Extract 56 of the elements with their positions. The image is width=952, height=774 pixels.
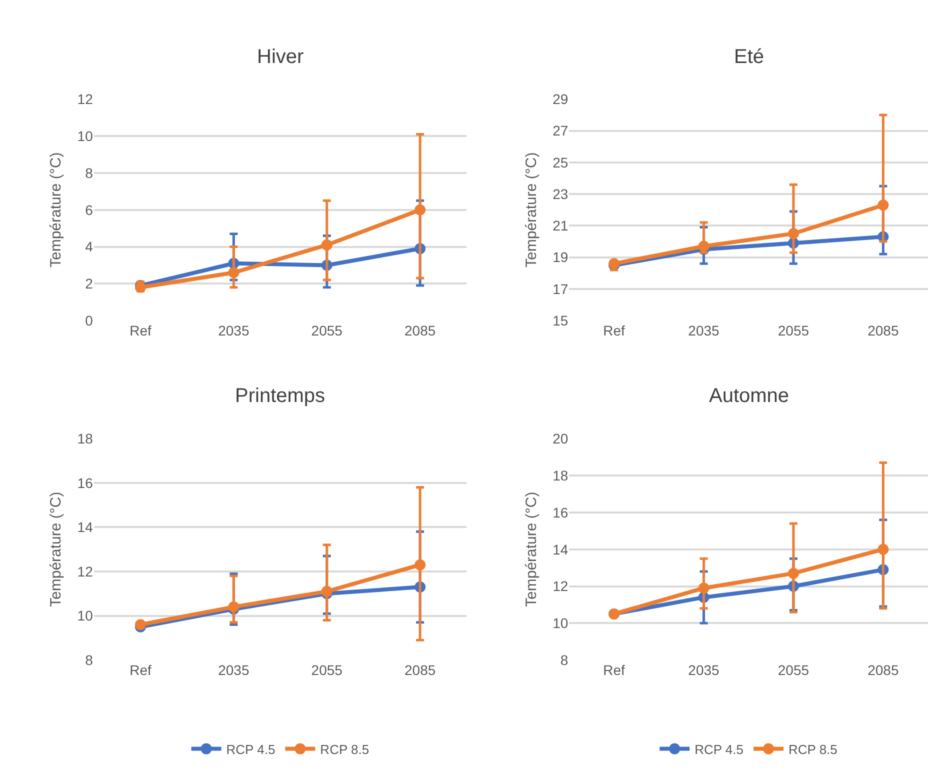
y-axis-title: Température (°C) xyxy=(522,492,540,607)
x-tick-label: 2035 xyxy=(218,662,250,678)
y-tick-label: 29 xyxy=(552,91,568,108)
x-tick-label: 2055 xyxy=(778,322,810,339)
legend-label: RCP 8.5 xyxy=(320,742,370,757)
x-tick-label: Ref xyxy=(130,322,152,339)
x-tick-label: 2035 xyxy=(688,322,720,339)
y-tick-label: 0 xyxy=(85,312,94,328)
y-tick-label: 16 xyxy=(552,504,568,520)
x-tick-label: 2085 xyxy=(404,322,436,339)
y-tick-label: 20 xyxy=(552,430,568,447)
x-tick-label: 2055 xyxy=(778,662,810,678)
y-tick-label: 14 xyxy=(552,541,568,558)
y-tick-label: 17 xyxy=(552,280,568,297)
x-tick-label: 2085 xyxy=(404,662,436,678)
x-tick-label: Ref xyxy=(603,322,626,339)
y-tick-label: 25 xyxy=(552,154,568,170)
y-tick-label: 18 xyxy=(77,430,94,447)
x-tick-label: 2035 xyxy=(218,322,250,339)
x-tick-label: Ref xyxy=(130,662,152,678)
chart-title: Hiver xyxy=(257,46,304,68)
y-tick-label: 10 xyxy=(552,615,568,632)
chart-title: Printemps xyxy=(235,385,326,407)
y-tick-label: 21 xyxy=(552,218,568,234)
y-tick-label: 12 xyxy=(77,563,94,580)
x-tick-label: Ref xyxy=(603,662,626,678)
y-tick-label: 18 xyxy=(552,467,568,484)
y-tick-label: 8 xyxy=(560,652,568,668)
y-tick-label: 15 xyxy=(552,312,568,328)
legend-label: RCP 8.5 xyxy=(788,742,838,757)
x-tick-label: 2085 xyxy=(868,322,899,339)
y-axis-title: Température (°C) xyxy=(48,492,65,607)
y-tick-label: 6 xyxy=(85,202,94,218)
y-axis-title: Température (°C) xyxy=(48,152,65,268)
y-tick-label: 16 xyxy=(77,474,94,491)
chart-title: Automne xyxy=(709,385,790,407)
chart-title: Eté xyxy=(734,46,764,68)
legend-label: RCP 4.5 xyxy=(226,742,276,757)
x-tick-label: 2055 xyxy=(311,662,343,678)
y-tick-label: 10 xyxy=(77,608,94,624)
legend-label: RCP 4.5 xyxy=(694,742,744,757)
y-tick-label: 19 xyxy=(552,249,568,266)
y-tick-label: 23 xyxy=(552,186,568,202)
y-tick-label: 8 xyxy=(85,164,94,181)
x-tick-label: 2085 xyxy=(868,662,899,678)
x-tick-label: 2035 xyxy=(688,662,720,678)
y-tick-label: 27 xyxy=(552,122,568,139)
x-tick-label: 2055 xyxy=(311,322,343,339)
y-tick-label: 2 xyxy=(85,276,94,292)
y-tick-label: 10 xyxy=(77,128,94,144)
y-tick-label: 14 xyxy=(77,519,94,536)
y-tick-label: 4 xyxy=(85,238,94,255)
y-tick-label: 12 xyxy=(77,91,94,108)
y-tick-label: 12 xyxy=(552,578,568,594)
y-tick-label: 8 xyxy=(85,652,94,668)
y-axis-title: Température (°C) xyxy=(522,152,540,268)
